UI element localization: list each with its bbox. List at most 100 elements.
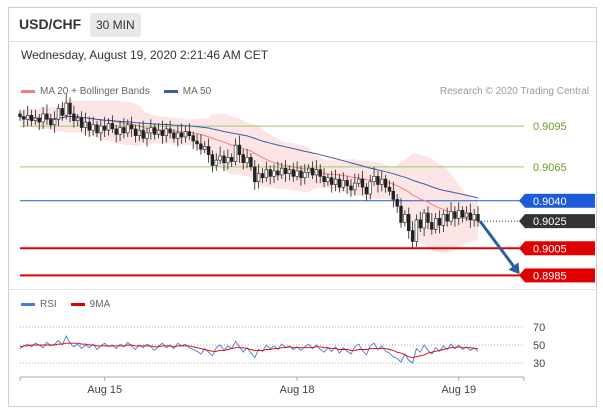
candle-body — [199, 143, 203, 150]
candle-body — [126, 124, 130, 134]
x-tick-label: Aug 18 — [280, 384, 315, 396]
rsi-level-label: 30 — [533, 358, 545, 370]
candle-body — [160, 129, 165, 136]
legend-ma20-label: MA 20 + Bollinger Bands — [40, 86, 150, 97]
candle-body — [214, 159, 218, 166]
candle-body — [349, 185, 353, 191]
legend-rsi-label: RSI — [40, 299, 57, 310]
candle-body — [141, 129, 145, 139]
candle-body — [149, 127, 153, 134]
candle-body — [106, 123, 111, 131]
candle-body — [276, 170, 280, 176]
pivot-label-bg — [525, 193, 595, 208]
current-price-label-bg — [525, 214, 595, 229]
candle-body — [260, 173, 265, 179]
candle-body — [430, 222, 434, 230]
candle-body — [464, 212, 469, 218]
x-tick-label: Aug 15 — [87, 384, 122, 396]
candle-body — [337, 178, 342, 188]
candle-body — [99, 125, 103, 134]
candle-body — [468, 212, 472, 221]
candle-body — [222, 155, 226, 164]
candle-body — [356, 178, 361, 184]
candle-body — [299, 170, 303, 178]
candle-body — [25, 115, 30, 120]
candle-body — [437, 218, 442, 226]
current-price-label: 0.9025 — [533, 216, 567, 228]
candle-body — [164, 128, 168, 136]
candle-body — [314, 169, 319, 176]
candle-body — [403, 214, 407, 223]
candle-body — [33, 117, 38, 122]
candle-body — [195, 140, 199, 145]
candle-body — [322, 176, 326, 183]
legend-ma20: MA 20 + Bollinger Bands — [21, 86, 150, 97]
candle-body — [187, 131, 191, 137]
candle-body — [318, 169, 322, 177]
rsi-level-label: 70 — [533, 322, 545, 334]
candle-body — [472, 214, 476, 221]
x-tick-label: Aug 19 — [441, 384, 476, 396]
candle-body — [133, 128, 138, 136]
candle-body — [129, 124, 134, 130]
candle-body — [103, 125, 107, 131]
candle-body — [426, 212, 430, 223]
candle-body — [283, 167, 288, 174]
support-2-label-pointer — [519, 268, 525, 283]
support-1-label: 0.9005 — [533, 243, 567, 255]
candle-body — [22, 116, 26, 120]
ma20-swatch — [21, 90, 35, 93]
candle-body — [364, 186, 369, 195]
candle-body — [29, 115, 34, 122]
candle-body — [230, 157, 234, 162]
header-divider — [8, 41, 597, 42]
candle-body — [414, 219, 419, 242]
candle-body — [368, 181, 372, 195]
candle-body — [79, 117, 84, 128]
pivot-label: 0.9040 — [533, 196, 567, 208]
candle-body — [206, 146, 211, 155]
candle-body — [295, 170, 299, 177]
bollinger-band — [20, 100, 478, 254]
timeframe-badge[interactable]: 30 MIN — [90, 13, 141, 37]
candle-body — [395, 199, 399, 207]
candle-body — [56, 108, 61, 120]
candle-body — [306, 167, 311, 173]
candle-body — [233, 144, 238, 162]
candle-body — [156, 129, 161, 135]
candle-body — [110, 123, 115, 130]
candle-body — [191, 135, 195, 142]
candle-body — [76, 117, 80, 122]
candle-body — [376, 176, 380, 185]
candle-body — [406, 214, 411, 231]
current-price-label-pointer — [519, 214, 525, 229]
candle-body — [291, 169, 295, 177]
candle-body — [268, 169, 272, 177]
chart-widget — [8, 7, 597, 407]
candle-body — [87, 121, 92, 131]
candle-body — [153, 127, 157, 135]
candle-body — [287, 169, 292, 175]
forecast-arrow — [478, 220, 518, 271]
candle-body — [176, 132, 180, 139]
candle-body — [114, 128, 118, 135]
candle-body — [457, 210, 461, 219]
ma50-swatch — [163, 90, 178, 93]
candle-body — [353, 182, 357, 191]
candle-body — [179, 132, 184, 138]
candle-body — [168, 128, 172, 134]
candle-body — [326, 177, 330, 183]
candle-body — [218, 155, 222, 161]
candle-body — [183, 131, 188, 138]
resistance-1-label: 0.9065 — [533, 162, 567, 174]
candle-body — [279, 167, 284, 176]
candle-body — [72, 113, 76, 122]
pivot-label-pointer — [519, 193, 525, 208]
candle-body — [418, 219, 422, 229]
candle-body — [345, 180, 349, 187]
candle-body — [387, 186, 392, 192]
rsi-ma-line — [19, 342, 478, 359]
candle-body — [37, 117, 41, 123]
rsi-legend: RSI 9MA — [21, 299, 124, 310]
